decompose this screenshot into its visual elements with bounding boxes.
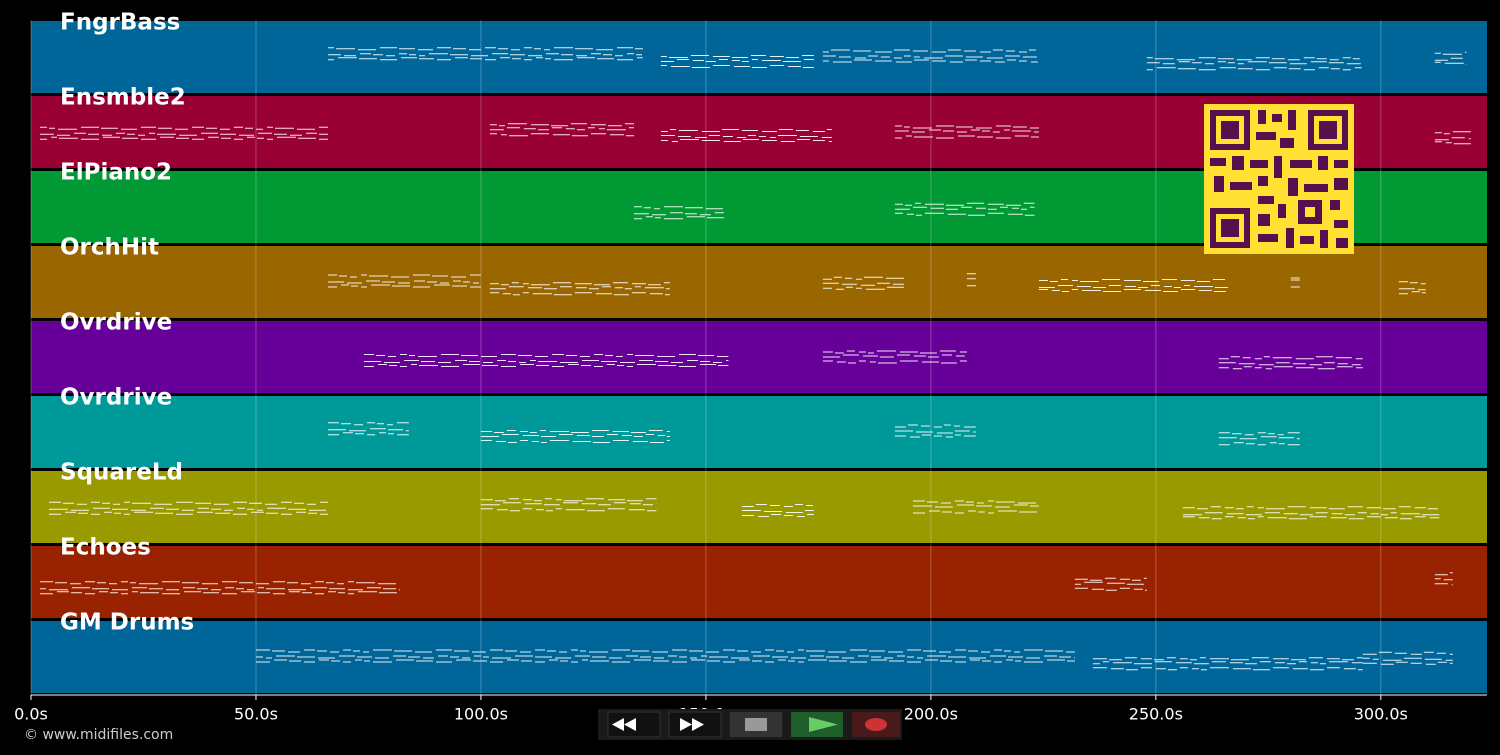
note-segment (328, 47, 643, 61)
track-lane (31, 621, 1487, 693)
labels: FngrBass Ensmble2 ElPiano2 OrchHit Ovrdrive O… (60, 10, 194, 636)
note-segment (660, 129, 832, 142)
note-segment (1092, 657, 1363, 671)
track-name: Ovrdrive (60, 310, 172, 336)
track-name: ElPiano2 (60, 160, 172, 186)
forward-button[interactable] (668, 711, 722, 738)
transport-controls (598, 709, 902, 740)
note-segment (1362, 651, 1453, 665)
qr-code (1204, 104, 1354, 254)
track-lane (31, 396, 1487, 468)
track-name: Ovrdrive (60, 385, 172, 411)
note-segment (822, 276, 904, 290)
note-segment (40, 581, 400, 595)
track-name: GM Drums (60, 610, 194, 636)
note-segment (660, 55, 814, 68)
note-segment (364, 354, 729, 367)
note-segment (489, 123, 634, 137)
track-lane (31, 471, 1487, 543)
track-name: Ensmble2 (60, 85, 186, 111)
note-segment (1182, 506, 1440, 520)
notes (40, 47, 1471, 671)
track-name: Echoes (60, 535, 151, 561)
note-segment (1290, 277, 1300, 288)
note-segment (1434, 131, 1471, 145)
note-segment (256, 649, 1075, 663)
footer: © www.midifiles.com (24, 727, 173, 743)
note-segment (1038, 279, 1228, 292)
track-lane (31, 246, 1487, 318)
rewind-button[interactable] (607, 711, 661, 738)
track-lane (31, 21, 1487, 93)
x-tick-label: 0.0s (14, 705, 48, 724)
note-segment (1398, 281, 1426, 295)
note-segment (633, 206, 724, 220)
note-segment (1074, 577, 1147, 591)
note-segment (1218, 356, 1363, 370)
x-tick-label: 100.0s (454, 705, 508, 724)
note-segment (1434, 51, 1467, 65)
note-segment (894, 202, 1035, 216)
note-segment (1146, 57, 1362, 71)
note-segment (822, 49, 1038, 63)
note-segment (912, 500, 1039, 514)
note-segment (894, 125, 1039, 139)
play-button[interactable] (791, 712, 843, 737)
note-segment (1218, 432, 1300, 446)
grid (30, 20, 1382, 695)
note-segment (741, 504, 814, 517)
x-tick-label: 200.0s (904, 705, 958, 724)
track-name: SquareLd (60, 460, 183, 486)
note-segment (328, 422, 409, 436)
stop-button[interactable] (730, 712, 782, 737)
note-segment (822, 350, 967, 364)
note-segment (489, 282, 670, 296)
note-segment (966, 273, 976, 287)
x-tick-label: 50.0s (234, 705, 278, 724)
note-segment (480, 498, 657, 512)
track-name: FngrBass (60, 10, 180, 36)
track-lane (31, 546, 1487, 618)
note-segment (1434, 572, 1453, 586)
note-segment (480, 430, 670, 443)
x-tick-label: 250.0s (1129, 705, 1183, 724)
note-segment (49, 501, 328, 515)
track-name: OrchHit (60, 235, 159, 261)
note-segment (328, 274, 481, 288)
x-tick-label: 300.0s (1354, 705, 1408, 724)
note-segment (40, 126, 328, 140)
track-lane (31, 321, 1487, 393)
record-button[interactable] (852, 712, 900, 737)
note-segment (894, 424, 976, 438)
